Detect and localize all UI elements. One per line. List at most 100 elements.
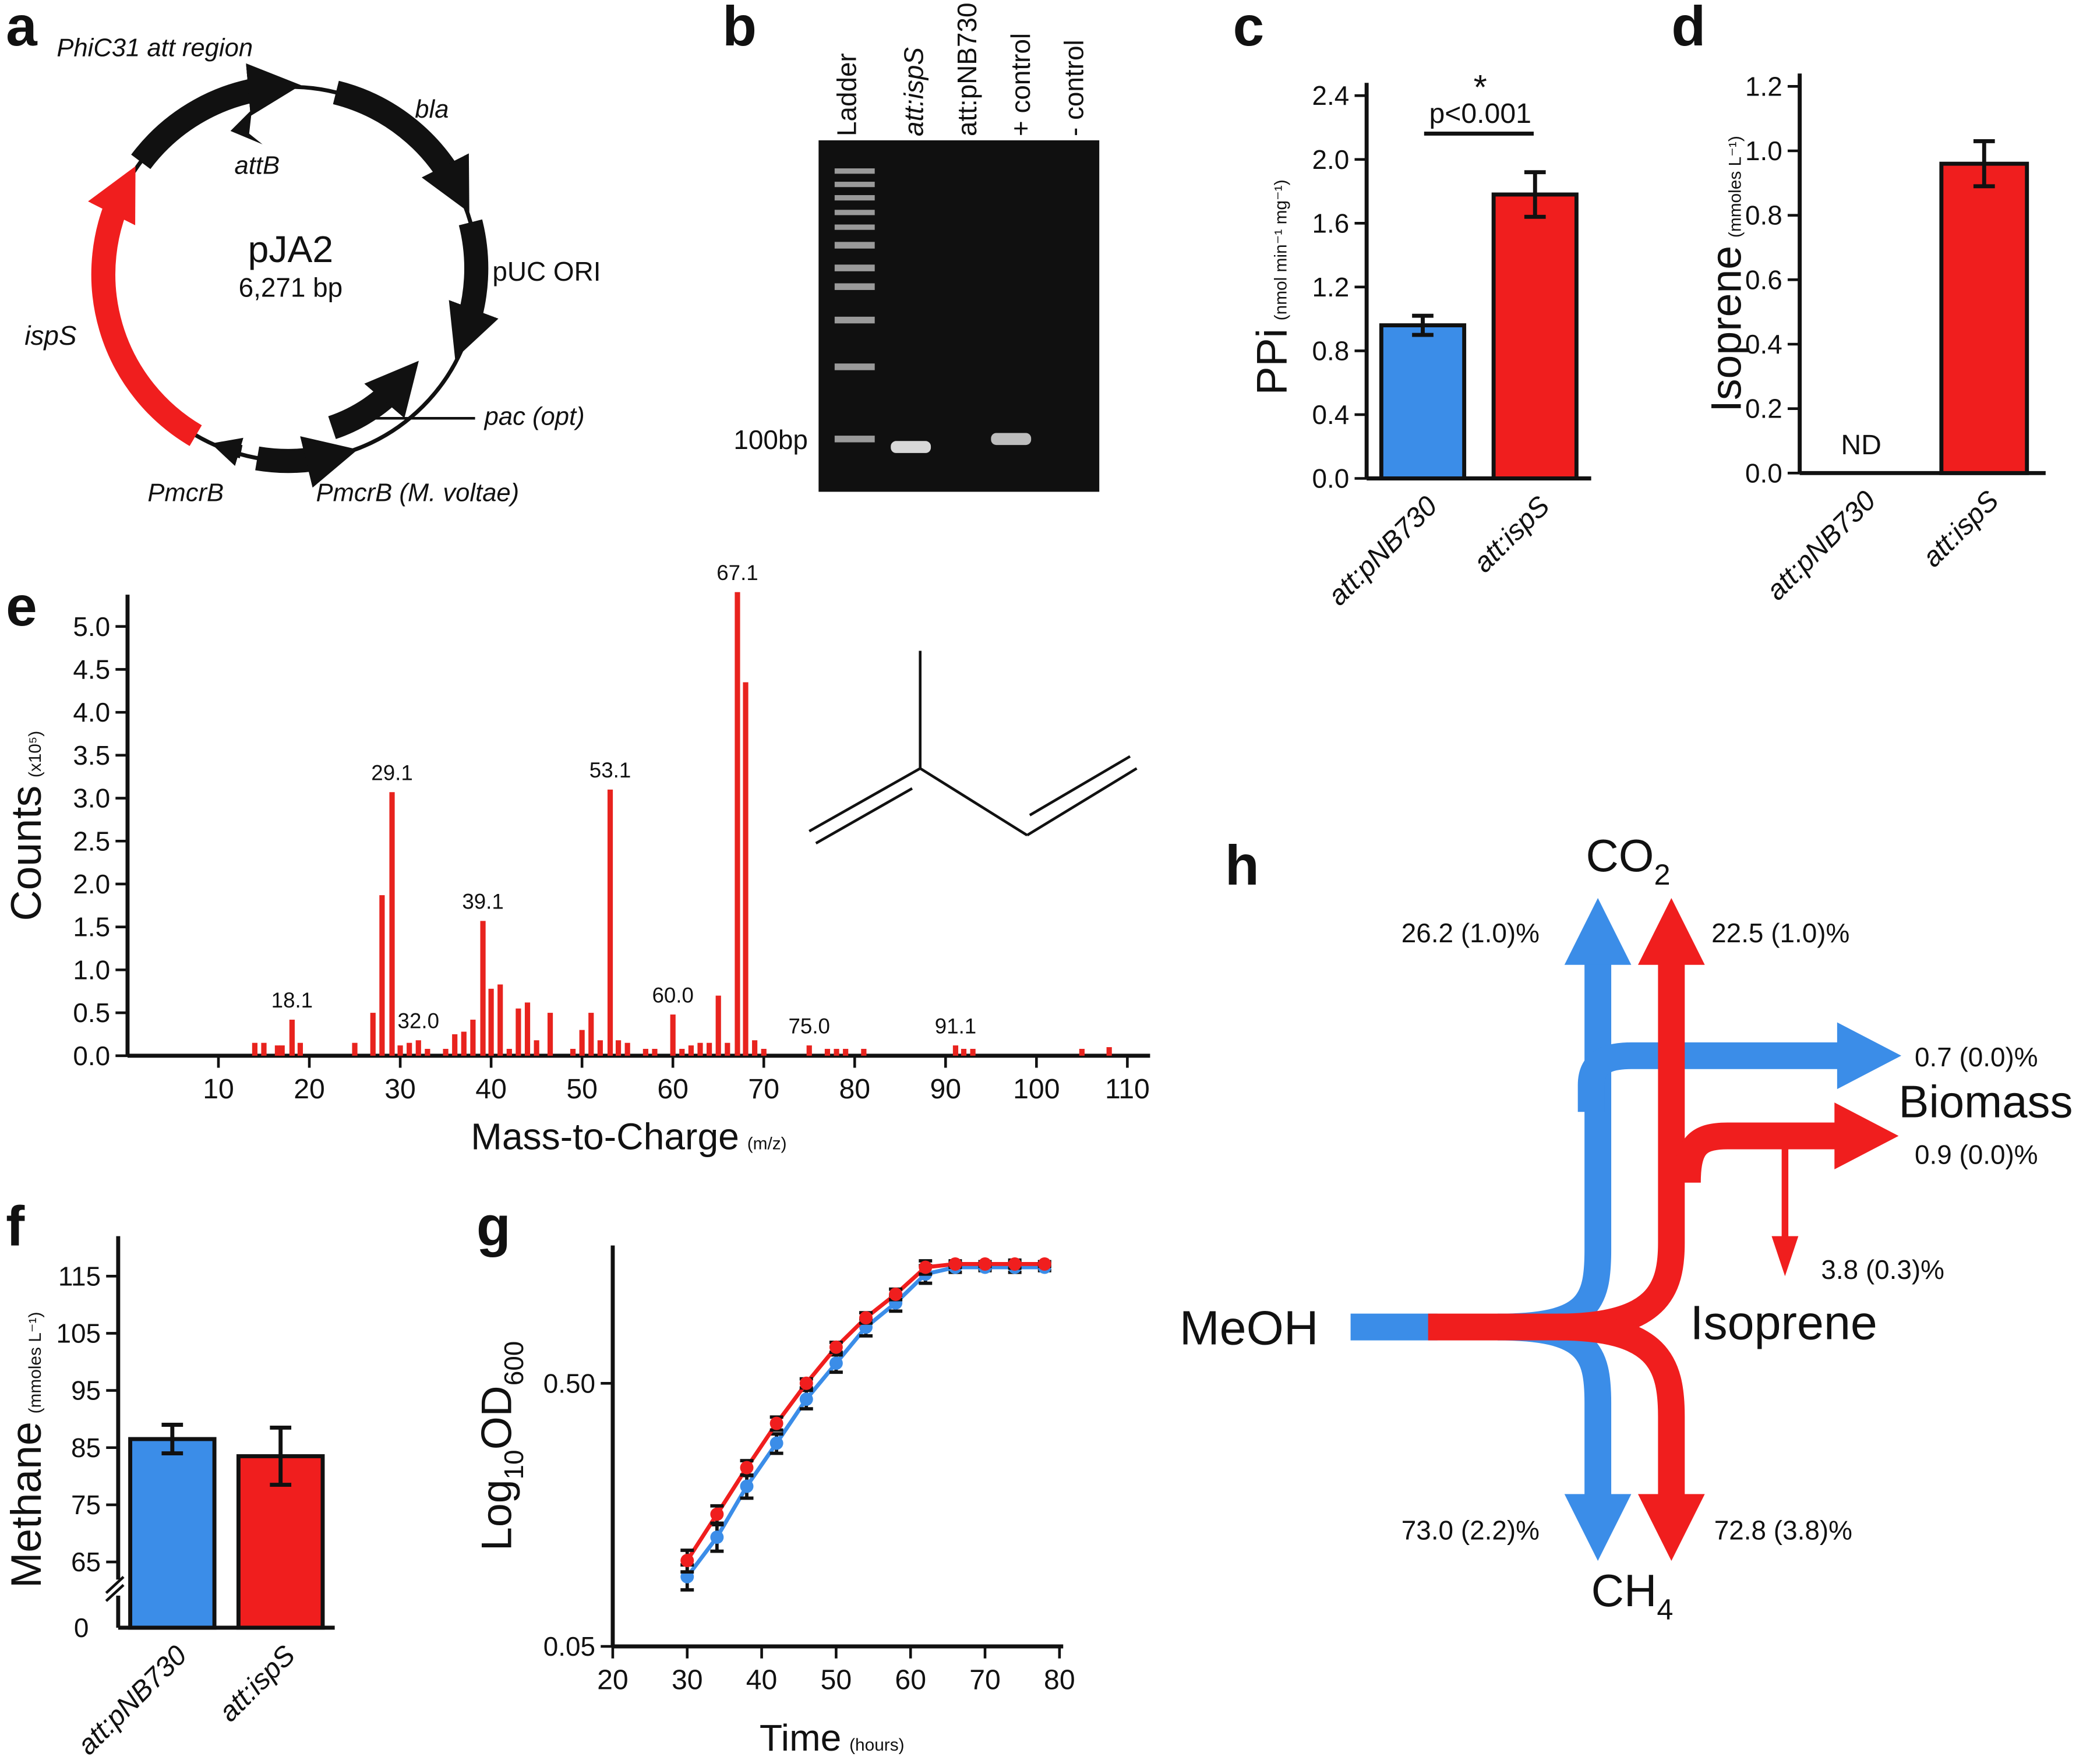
x-tick-label: 70 bbox=[969, 1664, 1001, 1695]
peak bbox=[497, 984, 503, 1056]
flux-label: 0.7 (0.0)% bbox=[1915, 1042, 2038, 1072]
flux-arrow bbox=[1674, 1122, 1843, 1183]
y-tick-label: 115 bbox=[58, 1261, 101, 1291]
y-tick-label: 2.4 bbox=[1312, 80, 1350, 111]
flux-label: 3.8 (0.3)% bbox=[1821, 1254, 1944, 1285]
arrowhead bbox=[1637, 898, 1705, 965]
series-line bbox=[685, 1262, 1045, 1562]
flux-label: 72.8 (3.8)% bbox=[1714, 1515, 1852, 1545]
y-axis-title: Counts (x10⁵) bbox=[2, 731, 50, 921]
x-axis-title: Mass-to-Charge (m/z) bbox=[471, 1115, 786, 1157]
flux-node: MeOH bbox=[1180, 1300, 1319, 1355]
panel-label: e bbox=[6, 575, 37, 638]
y-tick-label: 0.5 bbox=[73, 998, 110, 1028]
peak bbox=[415, 1040, 421, 1056]
arrowhead bbox=[1637, 1494, 1705, 1561]
ladder-bands bbox=[834, 168, 875, 443]
error-bar bbox=[1412, 313, 1434, 337]
ladder-band bbox=[834, 283, 875, 290]
flux-arrow bbox=[1558, 1313, 1685, 1500]
node-text: CO bbox=[1586, 830, 1654, 881]
y-tick-label: 85 bbox=[71, 1433, 101, 1463]
error-bar bbox=[1973, 139, 1995, 189]
y-axis-title: Methane (mmoles L⁻¹) bbox=[2, 1312, 50, 1588]
y-tick-label: 1.2 bbox=[1745, 71, 1782, 101]
y-axis-title: Log10OD600 bbox=[473, 1341, 529, 1551]
peak-label: 60.0 bbox=[652, 983, 693, 1007]
x-tick-label: 40 bbox=[746, 1664, 778, 1695]
peak bbox=[252, 1042, 257, 1056]
x-tick-label: 70 bbox=[748, 1073, 779, 1105]
plasmid-size: 6,271 bp bbox=[239, 272, 343, 302]
peak bbox=[297, 1042, 303, 1056]
peak bbox=[397, 1045, 403, 1056]
feature-arc bbox=[255, 436, 358, 488]
flux-node: CO2 bbox=[1586, 830, 1670, 891]
y-tick-label: 3.5 bbox=[73, 740, 110, 770]
panel-label: b bbox=[722, 0, 757, 58]
x-tick-label: 20 bbox=[294, 1073, 325, 1105]
peak bbox=[579, 1030, 585, 1056]
arrowhead bbox=[1834, 1102, 1899, 1169]
peak-label: 18.1 bbox=[271, 988, 313, 1012]
peak bbox=[588, 1013, 594, 1056]
y-tick-label: 0.8 bbox=[1745, 200, 1782, 231]
axis-break bbox=[105, 1576, 125, 1594]
peak bbox=[470, 1019, 476, 1056]
isoprene-structure bbox=[809, 651, 1138, 844]
x-tick-label: att:ispS bbox=[213, 1639, 301, 1728]
y-tick-label: 0 bbox=[74, 1613, 89, 1643]
feature-label: bla bbox=[415, 96, 449, 123]
y-tick-label: 105 bbox=[57, 1318, 101, 1349]
peak bbox=[425, 1049, 430, 1056]
peak bbox=[1079, 1049, 1085, 1056]
y-tick-label: 0.4 bbox=[1312, 400, 1350, 430]
flux-label: 73.0 (2.2)% bbox=[1401, 1515, 1540, 1545]
peak bbox=[735, 592, 740, 1056]
panel-label: a bbox=[6, 0, 38, 58]
x-axis-title-part: Mass-to-Charge bbox=[471, 1115, 739, 1157]
point bbox=[680, 1554, 694, 1568]
x-tick-label: 40 bbox=[475, 1073, 507, 1105]
point bbox=[889, 1287, 903, 1301]
peak bbox=[679, 1049, 685, 1056]
ladder-band bbox=[834, 195, 875, 201]
ladder-band bbox=[834, 363, 875, 370]
peak bbox=[274, 1045, 281, 1056]
x-axis-title: Time (hours) bbox=[760, 1717, 905, 1759]
point bbox=[769, 1436, 783, 1450]
point bbox=[1008, 1257, 1022, 1271]
peak bbox=[652, 1049, 658, 1056]
flux-node: Isoprene bbox=[1690, 1295, 1877, 1349]
y-tick-label: 95 bbox=[71, 1376, 101, 1406]
peak-label: 67.1 bbox=[716, 561, 758, 585]
peak bbox=[806, 1045, 812, 1056]
y-axis-title: Isoprene (mmoles L⁻¹) bbox=[1703, 136, 1750, 412]
peak-label: 32.0 bbox=[398, 1009, 439, 1033]
feature-arc bbox=[131, 63, 301, 169]
panel-label: f bbox=[6, 1196, 25, 1258]
y-axis-title-part: OD bbox=[473, 1385, 521, 1450]
x-tick-label: 60 bbox=[657, 1073, 689, 1105]
arrowhead bbox=[1564, 1494, 1632, 1561]
peak bbox=[279, 1045, 285, 1056]
x-tick-label: att:pNB730 bbox=[1322, 490, 1443, 611]
feature-label: attB bbox=[235, 151, 280, 179]
feature-arc bbox=[211, 437, 243, 466]
annotation: p<0.001 bbox=[1429, 98, 1531, 129]
flux-node: Biomass bbox=[1898, 1076, 2073, 1127]
x-tick-label: 60 bbox=[895, 1664, 926, 1695]
bar bbox=[1939, 161, 2029, 475]
point bbox=[799, 1392, 813, 1406]
ladder-band bbox=[834, 242, 875, 249]
flux-arrow bbox=[1498, 955, 1612, 1341]
node-subscript: 4 bbox=[1657, 1593, 1673, 1626]
arrowhead bbox=[1837, 1022, 1902, 1090]
value-label: ND bbox=[1841, 429, 1881, 461]
y-tick-label: 0.50 bbox=[543, 1368, 595, 1398]
peak bbox=[961, 1049, 967, 1056]
peak bbox=[461, 1031, 467, 1056]
x-axis-unit: (m/z) bbox=[747, 1134, 787, 1153]
x-tick-label: 80 bbox=[1044, 1664, 1075, 1695]
